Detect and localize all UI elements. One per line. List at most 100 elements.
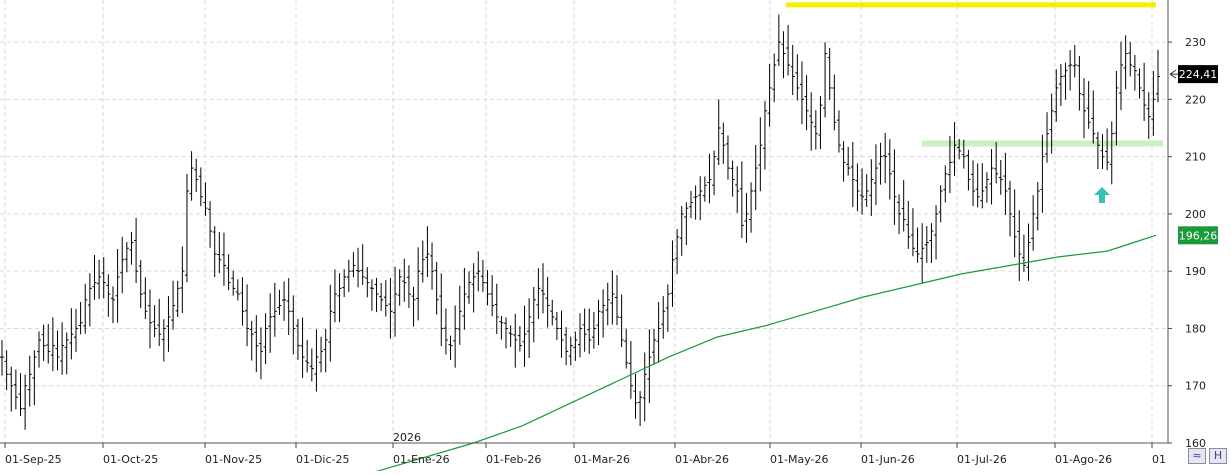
ohlc-bar [772, 53, 777, 103]
ma-value-label: 196,26 [1179, 229, 1218, 242]
ohlc-bar [87, 273, 92, 327]
ohlc-bar [531, 286, 536, 343]
scale-toggle-button[interactable]: ≈ [1188, 448, 1206, 464]
ohlc-bar [679, 206, 684, 256]
ohlc-bar [416, 247, 421, 321]
ohlc-bar [878, 142, 883, 185]
ohlc-bar [887, 139, 892, 200]
ohlc-bar [184, 173, 189, 283]
ohlc-bar [27, 355, 32, 407]
ohlc-bar [92, 255, 97, 300]
ohlc-bar [1058, 64, 1063, 106]
y-tick-label: 160 [1185, 437, 1206, 450]
ohlc-bar [786, 24, 791, 76]
ohlc-bar [638, 391, 643, 427]
ohlc-bar [628, 341, 633, 399]
ohlc-bar [1008, 180, 1013, 237]
ohlc-bar [541, 263, 546, 314]
ohlc-bar [110, 286, 115, 324]
ohlc-bar [892, 149, 897, 225]
ohlc-bar [559, 310, 564, 358]
ohlc-bar [430, 242, 435, 290]
ohlc-bar [504, 317, 509, 349]
ohlc-bar [1156, 49, 1160, 103]
ohlc-bar [920, 223, 925, 283]
ohlc-bar [809, 92, 814, 151]
ohlc-bar [522, 305, 527, 367]
ohlc-bar [665, 284, 670, 332]
ohlc-bar [180, 246, 185, 313]
ohlc-bar [605, 282, 610, 326]
year-marker: 2026 [393, 431, 421, 444]
ohlc-bar [1026, 223, 1031, 281]
ohlc-bar [587, 308, 592, 354]
x-tick-label: 01 [1152, 453, 1166, 466]
ohlc-bar [467, 271, 472, 304]
ohlc-bar [633, 374, 638, 419]
last-price-tag [1178, 65, 1218, 84]
history-button[interactable]: H [1209, 448, 1227, 464]
ohlc-bar [448, 335, 453, 361]
ohlc-bar [753, 144, 758, 211]
ohlc-bar [397, 269, 402, 306]
ohlc-bar [226, 254, 231, 291]
ohlc-bar [4, 350, 9, 391]
ohlc-bar [545, 276, 550, 328]
ohlc-bar [975, 163, 980, 208]
ohlc-bar [762, 101, 767, 170]
ohlc-bar [795, 54, 800, 101]
ohlc-bar [120, 236, 125, 294]
ohlc-bar [208, 201, 213, 248]
last-price-label: 224,41 [1179, 68, 1218, 81]
ohlc-bar [393, 266, 398, 337]
ohlc-bar [1142, 62, 1147, 121]
ohlc-bar [513, 313, 518, 368]
ohlc-bar [1123, 35, 1128, 90]
ohlc-bar [369, 279, 374, 311]
ohlc-bar [41, 324, 46, 361]
ohlc-bar [152, 305, 157, 338]
ohlc-bar [1003, 152, 1008, 215]
ohlc-bar [804, 75, 809, 131]
ohlc-bar [221, 232, 226, 286]
ohlc-bar [799, 61, 804, 125]
x-tick-label: 01-Nov-25 [205, 453, 262, 466]
ohlc-bar [272, 282, 277, 337]
ohlc-bar [508, 325, 513, 347]
ohlc-bar [388, 278, 393, 339]
ohlc-bar [675, 228, 680, 275]
ohlc-bar [258, 327, 263, 380]
ohlc-bar [480, 259, 485, 292]
x-tick-label: 01-Sep-25 [5, 453, 62, 466]
y-tick-label: 170 [1185, 380, 1206, 393]
ohlc-bar [651, 328, 656, 365]
ohlc-bar [9, 366, 14, 412]
ohlc-bar [212, 226, 217, 278]
ohlc-bar [656, 301, 661, 363]
ohlc-bar [818, 95, 823, 150]
ohlc-bar [966, 149, 971, 191]
ohlc-bar [971, 160, 976, 206]
ohlc-bar [1040, 134, 1045, 213]
ohlc-bar [143, 277, 148, 320]
x-tick-label: 01-May-26 [770, 453, 828, 466]
ohlc-bar [453, 305, 458, 368]
ohlc-bar [790, 44, 795, 95]
ohlc-bar [1072, 45, 1077, 78]
ohlc-bar [166, 296, 171, 352]
x-tick-label: 01-Jun-26 [861, 453, 915, 466]
ohlc-bar [171, 280, 176, 330]
ohlc-bar [781, 31, 786, 79]
ohlc-bar [943, 165, 948, 203]
ohlc-bar [813, 110, 818, 150]
x-tick-label: 01-Ene-26 [393, 453, 450, 466]
ohlc-bar [443, 308, 448, 355]
ohlc-bar [1137, 68, 1142, 99]
ohlc-bar [961, 139, 966, 169]
ohlc-bar [624, 328, 629, 369]
ohlc-bar [485, 270, 490, 306]
ohlc-bars [0, 14, 1160, 430]
ohlc-bar [832, 74, 837, 131]
ohlc-bar [564, 327, 569, 366]
